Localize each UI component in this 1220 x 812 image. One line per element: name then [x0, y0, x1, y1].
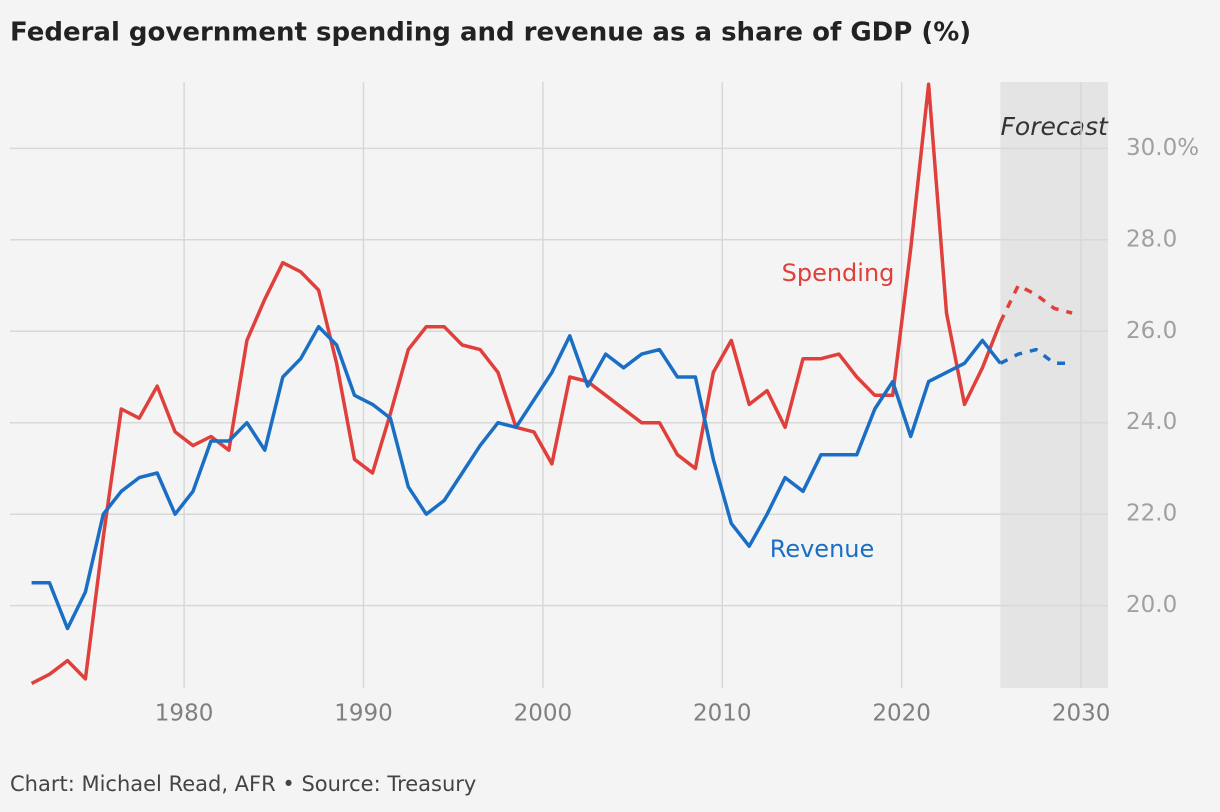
y-tick-label: 28.0 [1126, 226, 1177, 252]
y-tick-label: 30.0% [1126, 135, 1199, 161]
x-tick-label: 2030 [1052, 701, 1111, 727]
series-line [31, 324, 1002, 631]
chart-title: Federal government spending and revenue … [10, 18, 971, 48]
y-tick-label: 22.0 [1126, 501, 1177, 527]
y-tick-label: 24.0 [1126, 409, 1177, 435]
forecast-region [1000, 82, 1108, 688]
series-label: Spending [782, 259, 895, 287]
series-label: Revenue [770, 535, 875, 563]
x-tick-label: 1980 [155, 701, 214, 727]
series-line [30, 82, 1003, 685]
source-note: Chart: Michael Read, AFR • Source: Treas… [10, 772, 476, 796]
forecast-label: Forecast [1001, 112, 1109, 141]
forecast-line [999, 347, 1073, 366]
x-tick-label: 2020 [872, 701, 931, 727]
y-tick-label: 26.0 [1126, 318, 1177, 344]
x-tick-label: 2010 [693, 701, 752, 727]
x-tick-label: 2000 [514, 701, 573, 727]
y-tick-label: 20.0 [1126, 592, 1177, 618]
x-tick-label: 1990 [334, 701, 393, 727]
